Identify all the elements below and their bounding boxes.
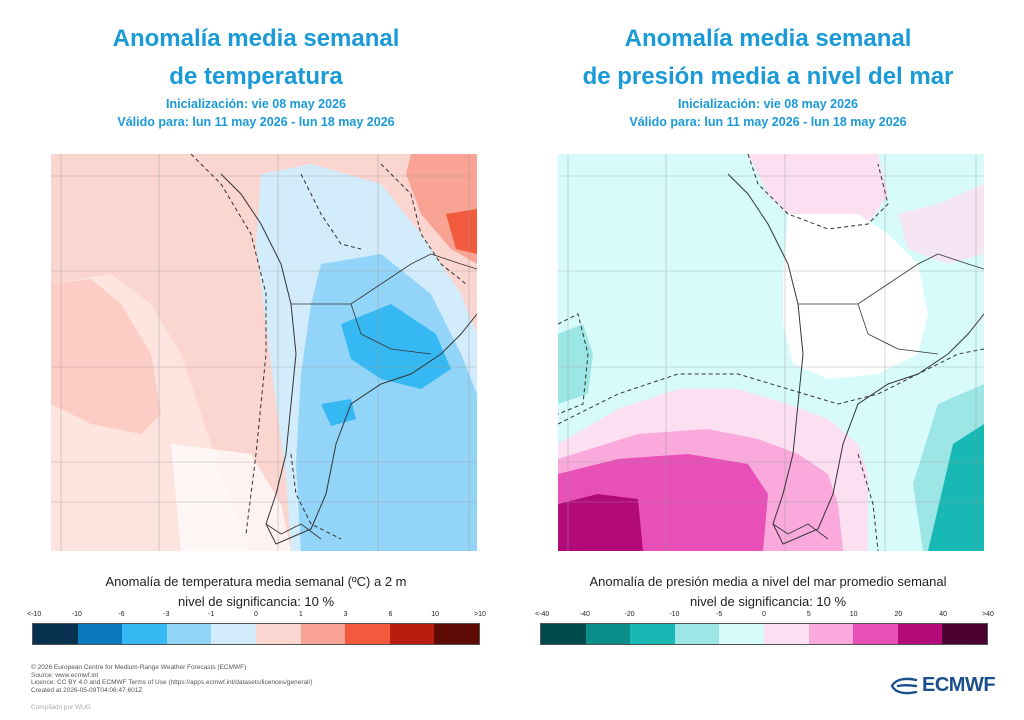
colorbar-swatch (719, 624, 764, 644)
temperature-panel: Anomalía media semanal de temperatura In… (0, 0, 512, 660)
created-at: Created at 2026-05-09T04:06:47.601Z (31, 686, 143, 694)
temperature-colorbar-boxes (32, 623, 480, 645)
ecmwf-logo: ECMWF (890, 674, 996, 697)
colorbar-tick-label: 10 (849, 611, 858, 618)
colorbar-tick-label: 1 (298, 611, 303, 618)
colorbar-swatch (122, 624, 167, 644)
ecmwf-logo-icon (890, 677, 918, 694)
pressure-caption: Anomalía de presión media a nivel del ma… (589, 574, 947, 609)
colorbar-swatch (77, 624, 123, 644)
colorbar-tick-label: 0 (762, 611, 766, 618)
colorbar-tick-label: 5 (806, 611, 811, 618)
init-date: Inicialización: vie 08 may 2026 (166, 97, 346, 111)
ecmwf-logo-text: ECMWF (922, 674, 996, 696)
colorbar-swatch (585, 624, 631, 644)
colorbar-swatch (942, 624, 987, 644)
temperature-colorbar: <-10 -10 -6 -3 -1 0 1 3 6 10 >10 (27, 611, 486, 645)
colorbar-swatch (674, 624, 720, 644)
colorbar-swatch (255, 624, 301, 644)
colorbar-tick-label: 3 (343, 611, 348, 618)
copyright: © 2026 European Centre for Medium-Range … (31, 664, 247, 671)
temperature-map (51, 154, 477, 551)
colorbar-tick-label: -6 (118, 611, 125, 618)
colorbar-tick-label: -40 (579, 611, 590, 618)
colorbar-tick-label: -1 (208, 611, 215, 618)
colorbar-swatch (33, 624, 78, 644)
colorbar-tick-label: -10 (669, 611, 680, 618)
init-date: Inicialización: vie 08 may 2026 (678, 97, 858, 111)
source: Source: www.ecmwf.int (31, 671, 99, 679)
valid-range: Válido para: lun 11 may 2026 - lun 18 ma… (117, 115, 395, 129)
colorbar-swatch (389, 624, 435, 644)
colorbar-tick-label: 6 (388, 611, 393, 618)
pressure-colorbar-boxes (540, 623, 988, 645)
colorbar-swatch (763, 624, 809, 644)
colorbar-tick-label: 40 (939, 611, 948, 618)
licence: Licence: CC BY 4.0 and ECMWF Terms of Us… (31, 679, 313, 686)
colorbar-tick-label: >10 (474, 611, 486, 618)
colorbar-swatch (345, 624, 390, 644)
colorbar-swatch (300, 624, 346, 644)
pressure-map (558, 154, 984, 551)
colorbar-tick-label: >40 (982, 611, 994, 618)
colorbar-swatch (897, 624, 943, 644)
pressure-colorbar: <-40 -40 -20 -10 -5 0 5 10 20 40 >40 (535, 611, 994, 645)
colorbar-tick-label: 0 (254, 611, 258, 618)
colorbar-swatch (808, 624, 854, 644)
compiled-by: Compilado por WUG (31, 704, 91, 711)
valid-range: Válido para: lun 11 may 2026 - lun 18 ma… (629, 115, 907, 129)
pressure-colorbar-ticks: <-40 -40 -20 -10 -5 0 5 10 20 40 >40 (535, 611, 994, 623)
colorbar-swatch (166, 624, 212, 644)
colorbar-tick-label: -10 (71, 611, 82, 618)
colorbar-tick-label: -5 (716, 611, 723, 618)
temperature-subtitle: Inicialización: vie 08 may 2026 Válido p… (0, 95, 512, 131)
colorbar-swatch (211, 624, 256, 644)
colorbar-swatch (434, 624, 479, 644)
colorbar-swatch (853, 624, 898, 644)
colorbar-tick-label: -20 (624, 611, 635, 618)
pressure-panel: Anomalía media semanal de presión media … (512, 0, 1024, 660)
colorbar-tick-label: <-40 (535, 611, 550, 618)
colorbar-swatch (630, 624, 675, 644)
pressure-title: Anomalía media semanal de presión media … (582, 25, 954, 90)
colorbar-swatch (541, 624, 586, 644)
pressure-subtitle: Inicialización: vie 08 may 2026 Válido p… (512, 95, 1024, 131)
colorbar-tick-label: -3 (163, 611, 170, 618)
temperature-caption: Anomalía de temperatura media semanal (º… (105, 574, 407, 609)
colorbar-tick-label: <-10 (27, 611, 42, 618)
colorbar-tick-label: 20 (894, 611, 903, 618)
temperature-colorbar-ticks: <-10 -10 -6 -3 -1 0 1 3 6 10 >10 (27, 611, 486, 623)
temperature-title: Anomalía media semanal de temperatura (112, 25, 400, 90)
temperature-map-svg (51, 154, 477, 551)
pressure-map-svg (558, 154, 984, 551)
footer-credits: © 2026 European Centre for Medium-Range … (31, 664, 313, 694)
colorbar-tick-label: 10 (431, 611, 440, 618)
